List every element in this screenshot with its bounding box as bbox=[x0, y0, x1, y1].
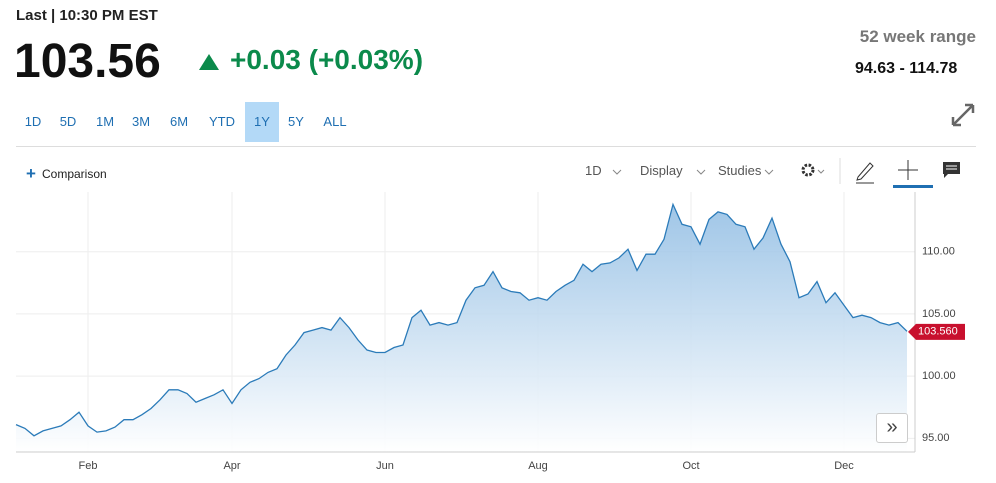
x-tick-label: Apr bbox=[223, 460, 240, 472]
up-arrow bbox=[199, 54, 219, 70]
price: 103.56 bbox=[14, 35, 161, 88]
x-tick-label: Oct bbox=[682, 460, 699, 472]
comparison[interactable]: Comparison bbox=[42, 167, 107, 181]
change: +0.03 (+0.03%) bbox=[230, 44, 424, 75]
period-button[interactable]: 5D bbox=[59, 114, 77, 129]
x-tick-label: Dec bbox=[834, 460, 854, 472]
interval[interactable]: 1D bbox=[585, 163, 602, 178]
last-price-tag bbox=[908, 323, 965, 340]
expand-icon[interactable] bbox=[950, 102, 976, 128]
range-label: 52 week range bbox=[859, 27, 976, 46]
period-button[interactable]: YTD bbox=[209, 114, 235, 129]
studies[interactable]: Studies bbox=[718, 163, 762, 178]
area-fill bbox=[16, 204, 907, 452]
period-button[interactable]: 1Y bbox=[245, 102, 279, 142]
x-tick-label: Aug bbox=[528, 460, 548, 472]
period-button[interactable]: 1M bbox=[95, 114, 115, 129]
display[interactable]: Display bbox=[640, 163, 683, 178]
period-button[interactable]: 3M bbox=[131, 114, 151, 129]
x-tick-label: Jun bbox=[376, 460, 394, 472]
tool-icons[interactable] bbox=[798, 158, 978, 190]
divider bbox=[16, 146, 976, 147]
y-tick-label: 95.00 bbox=[922, 432, 950, 444]
x-tick-label: Feb bbox=[79, 460, 98, 472]
period-button[interactable]: 6M bbox=[169, 114, 189, 129]
scroll-button[interactable]: » bbox=[876, 413, 908, 443]
y-tick-label: 100.00 bbox=[922, 370, 956, 382]
period-button[interactable]: 5Y bbox=[288, 114, 304, 129]
period-button[interactable]: ALL bbox=[323, 114, 347, 129]
y-tick-label: 105.00 bbox=[922, 308, 956, 320]
dropdown-carets bbox=[612, 169, 774, 175]
last-label: Last | 10:30 PM EST bbox=[16, 7, 158, 24]
last-price-label: 103.560 bbox=[918, 326, 958, 338]
period-button[interactable]: 1D bbox=[24, 114, 42, 129]
range: 94.63 - 114.78 bbox=[855, 60, 958, 77]
plus-icon[interactable]: + bbox=[26, 164, 36, 183]
price-line bbox=[15, 202, 908, 437]
y-tick-label: 110.00 bbox=[922, 246, 955, 258]
